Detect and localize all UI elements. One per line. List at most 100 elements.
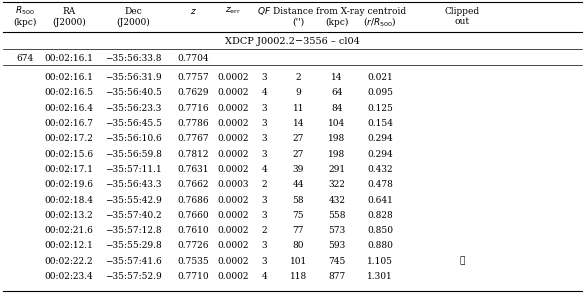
Text: 75: 75 [292,211,304,220]
Text: 322: 322 [329,180,345,189]
Text: 58: 58 [292,195,304,205]
Text: 11: 11 [292,104,304,113]
Text: 00:02:13.2: 00:02:13.2 [44,211,94,220]
Text: 0.7535: 0.7535 [177,257,209,266]
Text: 291: 291 [328,165,346,174]
Text: 00:02:17.1: 00:02:17.1 [44,165,94,174]
Text: 0.0002: 0.0002 [217,195,249,205]
Text: 745: 745 [328,257,346,266]
Text: 0.0002: 0.0002 [217,104,249,113]
Text: −35:55:42.9: −35:55:42.9 [105,195,162,205]
Text: −35:56:31.9: −35:56:31.9 [105,73,161,82]
Text: 2: 2 [261,180,267,189]
Text: 00:02:16.1: 00:02:16.1 [44,73,94,82]
Text: 4: 4 [261,165,267,174]
Text: 118: 118 [290,272,307,281]
Text: 39: 39 [292,165,304,174]
Text: −35:56:59.8: −35:56:59.8 [105,150,162,159]
Text: (kpc): (kpc) [13,18,36,27]
Text: 80: 80 [292,241,304,251]
Text: 0.7812: 0.7812 [177,150,209,159]
Text: 0.0003: 0.0003 [217,180,249,189]
Text: 877: 877 [328,272,346,281]
Text: 2: 2 [295,73,301,82]
Text: 0.0002: 0.0002 [217,88,249,98]
Text: 432: 432 [328,195,346,205]
Text: 0.294: 0.294 [367,150,393,159]
Text: −35:57:41.6: −35:57:41.6 [105,257,162,266]
Text: 84: 84 [331,104,343,113]
Text: 3: 3 [261,134,267,143]
Text: 0.0002: 0.0002 [217,211,249,220]
Text: −35:57:52.9: −35:57:52.9 [105,272,162,281]
Text: 0.7757: 0.7757 [177,73,209,82]
Text: 00:02:18.4: 00:02:18.4 [44,195,94,205]
Text: 00:02:15.6: 00:02:15.6 [44,150,94,159]
Text: RA: RA [63,6,75,16]
Text: out: out [455,18,470,26]
Text: 00:02:19.6: 00:02:19.6 [44,180,94,189]
Text: 0.7726: 0.7726 [177,241,209,251]
Text: −35:56:23.3: −35:56:23.3 [105,104,161,113]
Text: 0.0002: 0.0002 [217,150,249,159]
Text: $z_{\rm err}$: $z_{\rm err}$ [225,6,241,16]
Text: (''): ('') [292,18,304,26]
Text: (J2000): (J2000) [116,18,150,27]
Text: ($r/R_{500}$): ($r/R_{500}$) [363,16,397,28]
Text: 4: 4 [261,272,267,281]
Text: 3: 3 [261,73,267,82]
Text: 00:02:23.4: 00:02:23.4 [44,272,94,281]
Text: −35:56:10.6: −35:56:10.6 [105,134,162,143]
Text: 00:02:16.5: 00:02:16.5 [44,88,94,98]
Text: (J2000): (J2000) [52,18,86,27]
Text: 27: 27 [292,134,304,143]
Text: 0.7767: 0.7767 [177,134,209,143]
Text: $z$: $z$ [190,6,197,16]
Text: 00:02:16.1: 00:02:16.1 [44,54,94,62]
Text: ✓: ✓ [459,257,465,266]
Text: 0.0002: 0.0002 [217,272,249,281]
Text: 0.0002: 0.0002 [217,257,249,266]
Text: 674: 674 [16,54,33,62]
Text: 64: 64 [331,88,343,98]
Text: 104: 104 [328,119,346,128]
Text: 0.432: 0.432 [367,165,393,174]
Text: 3: 3 [261,104,267,113]
Text: 3: 3 [261,150,267,159]
Text: XDCP J0002.2−3556 – cl04: XDCP J0002.2−3556 – cl04 [225,37,360,45]
Text: 2: 2 [261,226,267,235]
Text: −35:57:40.2: −35:57:40.2 [105,211,161,220]
Text: 14: 14 [331,73,343,82]
Text: 00:02:16.4: 00:02:16.4 [44,104,94,113]
Text: 3: 3 [261,257,267,266]
Text: 573: 573 [328,226,346,235]
Text: 0.0002: 0.0002 [217,241,249,251]
Text: 0.7710: 0.7710 [177,272,209,281]
Text: Distance from X-ray centroid: Distance from X-ray centroid [273,6,406,16]
Text: 593: 593 [328,241,346,251]
Text: 77: 77 [292,226,304,235]
Text: 0.0002: 0.0002 [217,134,249,143]
Text: −35:57:12.8: −35:57:12.8 [105,226,161,235]
Text: 0.880: 0.880 [367,241,393,251]
Text: 44: 44 [292,180,304,189]
Text: (kpc): (kpc) [325,18,349,27]
Text: 0.828: 0.828 [367,211,393,220]
Text: 00:02:22.2: 00:02:22.2 [44,257,94,266]
Text: 198: 198 [328,134,346,143]
Text: 0.7686: 0.7686 [177,195,209,205]
Text: 0.7716: 0.7716 [177,104,209,113]
Text: 0.478: 0.478 [367,180,393,189]
Text: −35:57:11.1: −35:57:11.1 [105,165,162,174]
Text: 9: 9 [295,88,301,98]
Text: 27: 27 [292,150,304,159]
Text: 0.7662: 0.7662 [177,180,209,189]
Text: 00:02:16.7: 00:02:16.7 [44,119,94,128]
Text: 0.641: 0.641 [367,195,393,205]
Text: 3: 3 [261,211,267,220]
Text: $R_{500}$: $R_{500}$ [15,5,35,17]
Text: −35:56:33.8: −35:56:33.8 [105,54,161,62]
Text: 0.7629: 0.7629 [177,88,209,98]
Text: Dec: Dec [125,6,142,16]
Text: 0.0002: 0.0002 [217,165,249,174]
